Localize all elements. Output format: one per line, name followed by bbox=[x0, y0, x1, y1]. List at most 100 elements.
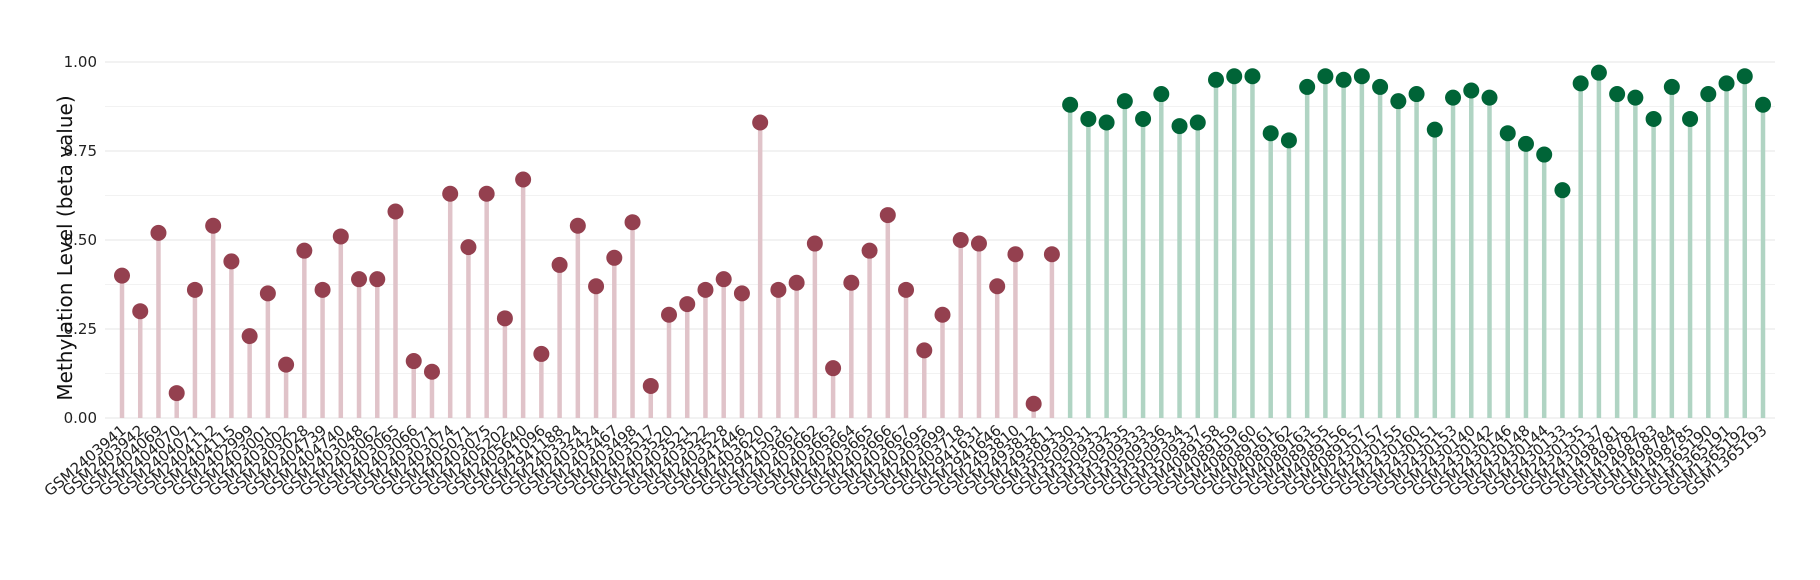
data-point bbox=[1445, 89, 1462, 106]
data-point bbox=[168, 385, 185, 402]
data-point bbox=[332, 228, 349, 245]
data-point bbox=[1153, 86, 1170, 103]
data-point bbox=[825, 360, 842, 377]
data-point bbox=[1208, 71, 1224, 88]
data-point bbox=[806, 235, 823, 252]
data-point bbox=[205, 217, 222, 234]
data-point bbox=[1590, 64, 1607, 81]
data-point bbox=[1682, 110, 1699, 127]
data-point bbox=[259, 285, 276, 302]
data-point bbox=[351, 271, 368, 288]
data-point bbox=[588, 278, 605, 295]
data-point bbox=[1280, 132, 1297, 149]
data-point bbox=[1481, 89, 1498, 106]
data-point bbox=[132, 303, 149, 320]
data-point bbox=[478, 185, 495, 202]
data-point bbox=[569, 217, 586, 234]
x-axis: GSM2403941GSM2403942GSM2404069GSM2404070… bbox=[41, 421, 1771, 500]
data-point bbox=[387, 203, 404, 220]
data-point bbox=[1718, 75, 1735, 92]
data-point bbox=[1755, 96, 1771, 113]
data-point bbox=[1408, 86, 1425, 103]
data-point bbox=[715, 271, 732, 288]
data-point bbox=[879, 207, 896, 224]
data-point bbox=[733, 285, 750, 302]
data-point bbox=[1517, 135, 1534, 152]
data-point bbox=[1554, 182, 1571, 199]
data-point bbox=[1098, 114, 1115, 131]
data-point bbox=[114, 267, 130, 284]
data-point bbox=[697, 281, 714, 298]
data-point bbox=[241, 328, 258, 345]
data-point bbox=[1244, 68, 1261, 85]
y-tick-label: 0.75 bbox=[64, 142, 97, 160]
data-point bbox=[1372, 78, 1389, 95]
data-point bbox=[661, 306, 677, 323]
data-point bbox=[1499, 125, 1516, 142]
data-point bbox=[442, 185, 459, 202]
data-point bbox=[752, 114, 769, 131]
y-axis: 0.00 0.25 0.50 0.75 1.00 bbox=[64, 53, 97, 427]
data-point bbox=[843, 274, 860, 291]
data-point bbox=[1007, 246, 1024, 263]
y-tick-label: 0.25 bbox=[64, 320, 97, 338]
data-point bbox=[606, 249, 623, 266]
data-point bbox=[1189, 114, 1206, 131]
lollipop-points bbox=[114, 64, 1771, 412]
data-point bbox=[788, 274, 805, 291]
data-point bbox=[150, 224, 167, 241]
data-point bbox=[1663, 78, 1680, 95]
data-point bbox=[1317, 68, 1334, 85]
y-tick-label: 1.00 bbox=[64, 53, 97, 71]
data-point bbox=[1645, 110, 1662, 127]
y-tick-label: 0.50 bbox=[64, 231, 97, 249]
data-point bbox=[515, 171, 532, 188]
data-point bbox=[496, 310, 513, 327]
data-point bbox=[1062, 96, 1079, 113]
data-point bbox=[1299, 78, 1316, 95]
data-point bbox=[861, 242, 878, 259]
data-point bbox=[916, 342, 933, 359]
data-point bbox=[1135, 110, 1152, 127]
data-point bbox=[369, 271, 386, 288]
data-point bbox=[624, 214, 641, 231]
data-point bbox=[952, 232, 969, 248]
data-point bbox=[770, 281, 787, 298]
data-point bbox=[1353, 68, 1370, 85]
data-point bbox=[970, 235, 987, 252]
data-point bbox=[989, 278, 1006, 295]
data-point bbox=[1390, 93, 1407, 110]
data-point bbox=[278, 356, 295, 373]
data-point bbox=[1116, 93, 1133, 110]
data-point bbox=[533, 345, 550, 362]
data-point bbox=[1043, 246, 1060, 263]
data-point bbox=[934, 306, 951, 323]
data-point bbox=[551, 256, 568, 273]
data-point bbox=[314, 281, 331, 298]
data-point bbox=[1572, 75, 1589, 92]
data-point bbox=[642, 377, 659, 394]
data-point bbox=[1171, 118, 1188, 135]
data-point bbox=[460, 239, 477, 256]
data-point bbox=[1627, 89, 1644, 106]
data-point bbox=[1226, 68, 1243, 85]
data-point bbox=[423, 363, 440, 380]
data-point bbox=[679, 296, 696, 313]
data-point bbox=[1426, 121, 1443, 138]
data-point bbox=[1463, 82, 1480, 99]
data-point bbox=[1700, 86, 1717, 103]
lollipop-stems bbox=[119, 72, 1766, 418]
data-point bbox=[1025, 395, 1042, 412]
data-point bbox=[1736, 68, 1753, 85]
data-point bbox=[1335, 71, 1352, 88]
data-point bbox=[1262, 125, 1279, 142]
data-point bbox=[1536, 146, 1553, 163]
data-point bbox=[898, 281, 915, 298]
y-tick-label: 0.00 bbox=[64, 409, 97, 427]
data-point bbox=[405, 353, 422, 370]
data-point bbox=[223, 253, 240, 270]
gridlines bbox=[105, 61, 1775, 419]
data-point bbox=[186, 281, 203, 298]
data-point bbox=[1080, 110, 1097, 127]
